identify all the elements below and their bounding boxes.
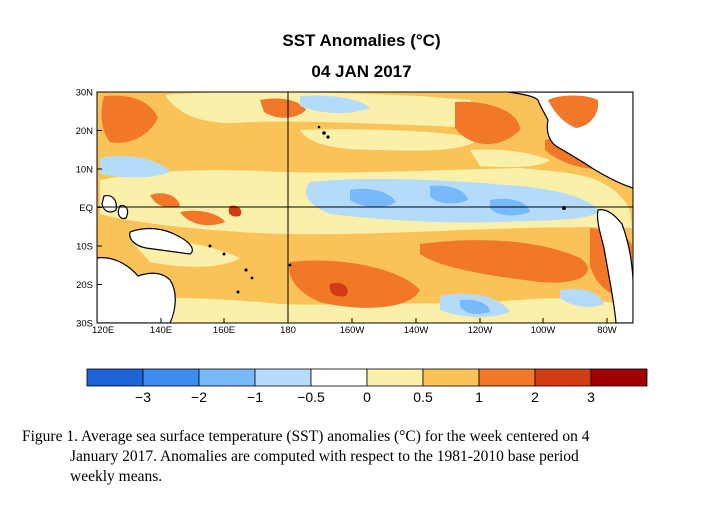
caption-line-2: January 2017. Anomalies are computed wit… bbox=[70, 448, 579, 465]
colorbar-swatch bbox=[142, 368, 200, 387]
land-masses bbox=[97, 92, 633, 323]
colorbar-swatch bbox=[310, 368, 368, 387]
lon-label: 140W bbox=[404, 325, 429, 336]
lat-label: 30N bbox=[76, 88, 94, 99]
colorbar-label: 1 bbox=[475, 389, 483, 405]
colorbar-swatch bbox=[534, 368, 592, 387]
colorbar-label: 0 bbox=[363, 389, 371, 405]
lon-label: 100W bbox=[531, 325, 556, 336]
lon-label: 120E bbox=[92, 325, 114, 336]
lon-label: 160W bbox=[340, 325, 365, 336]
lat-label: 10S bbox=[76, 242, 93, 253]
colorbar-swatch bbox=[422, 368, 480, 387]
figure-caption: Figure 1. Average sea surface temperatur… bbox=[22, 427, 702, 487]
colorbar-label: 2 bbox=[531, 389, 539, 405]
lon-label: 180 bbox=[280, 325, 296, 336]
colorbar: −3 −2 −1 −0.5 0 0.5 1 2 3 bbox=[86, 368, 648, 405]
colorbar-label: −3 bbox=[135, 389, 151, 405]
caption-line-3: weekly means. bbox=[70, 468, 163, 485]
longitude-axis: 120E 140E 160E 180 160W 140W 120W 100W 80W bbox=[92, 318, 617, 336]
lat-label: EQ bbox=[79, 203, 93, 214]
lat-label: 10N bbox=[76, 165, 94, 176]
colorbar-swatch bbox=[254, 368, 312, 387]
lat-label: 30S bbox=[76, 319, 93, 330]
colorbar-label: −0.5 bbox=[297, 389, 325, 405]
lon-label: 160E bbox=[213, 325, 235, 336]
caption-line-1: Figure 1. Average sea surface temperatur… bbox=[22, 428, 590, 445]
colorbar-swatch bbox=[86, 368, 144, 387]
colorbar-swatch bbox=[590, 368, 648, 387]
colorbar-swatch bbox=[366, 368, 424, 387]
lon-label: 80W bbox=[597, 325, 617, 336]
colorbar-swatch bbox=[198, 368, 256, 387]
colorbar-label: −2 bbox=[191, 389, 207, 405]
colorbar-label: 3 bbox=[587, 389, 595, 405]
colorbar-swatch bbox=[478, 368, 536, 387]
map-title: SST Anomalies (°C) bbox=[282, 31, 441, 50]
latitude-axis: 30N 20N 10N EQ 10S 20S 30S bbox=[76, 88, 102, 330]
lat-label: 20S bbox=[76, 280, 93, 291]
colorbar-label: 0.5 bbox=[413, 389, 433, 405]
colorbar-label: −1 bbox=[247, 389, 263, 405]
sst-anomaly-map: 30N 20N 10N EQ 10S 20S 30S 120E 140E 160E 180 160W… bbox=[76, 88, 648, 405]
lon-label: 120W bbox=[468, 325, 493, 336]
lon-label: 140E bbox=[150, 325, 172, 336]
lat-label: 20N bbox=[76, 126, 94, 137]
map-date: 04 JAN 2017 bbox=[311, 62, 412, 81]
